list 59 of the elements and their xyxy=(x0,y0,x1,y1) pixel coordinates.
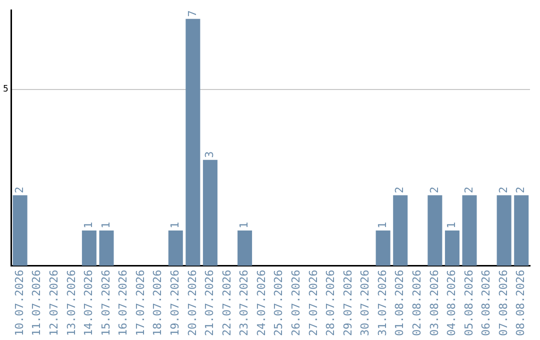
x-tick-label: 29.07.2026 xyxy=(341,270,354,336)
y-tick-label: 5 xyxy=(2,84,8,95)
x-tick-label: 13.07.2026 xyxy=(64,270,78,336)
bar xyxy=(99,230,114,266)
x-tick-label: 22.07.2026 xyxy=(220,270,234,336)
bar xyxy=(393,195,408,266)
x-tick-label: 10.07.2026 xyxy=(12,270,26,336)
data-label: 2 xyxy=(514,186,528,194)
x-tick-label: 21.07.2026 xyxy=(203,270,216,336)
bar xyxy=(444,230,460,266)
bar xyxy=(496,195,512,266)
data-label: 1 xyxy=(445,222,458,228)
x-tick-label: 02.08.2026 xyxy=(410,270,424,336)
data-label: 1 xyxy=(99,222,112,228)
bar xyxy=(462,195,477,266)
x-tick-label: 27.07.2026 xyxy=(306,270,320,336)
x-tick-label: 01.08.2026 xyxy=(393,270,406,336)
x-tick-label: 23.07.2026 xyxy=(238,270,251,336)
x-tick-label: 20.07.2026 xyxy=(186,270,199,336)
data-label: 2 xyxy=(462,186,476,194)
x-tick-label: 26.07.2026 xyxy=(290,270,302,336)
x-tick-label: 18.07.2026 xyxy=(151,270,164,336)
x-tick-label: 12.07.2026 xyxy=(47,270,60,336)
data-label: 1 xyxy=(168,222,182,228)
x-tick-label: 25.07.2026 xyxy=(272,270,286,336)
data-label: 2 xyxy=(12,186,26,194)
bar xyxy=(238,230,252,266)
bar xyxy=(82,230,96,266)
data-label: 1 xyxy=(376,222,389,228)
x-tick-label: 05.08.2026 xyxy=(462,270,476,336)
x-tick-label: 15.07.2026 xyxy=(99,270,112,336)
x-tick-label: 16.07.2026 xyxy=(116,270,130,336)
data-label: 2 xyxy=(428,186,441,194)
x-tick-label: 24.07.2026 xyxy=(254,270,268,336)
bar xyxy=(514,195,529,266)
x-tick-label: 08.08.2026 xyxy=(514,270,528,336)
data-label: 1 xyxy=(82,222,96,228)
x-tick-label: 30.07.2026 xyxy=(358,270,372,336)
x-tick-label: 31.07.2026 xyxy=(376,270,389,336)
x-tick-label: 28.07.2026 xyxy=(324,270,338,336)
x-tick-label: 07.08.2026 xyxy=(496,270,510,336)
x-tick-label: 19.07.2026 xyxy=(168,270,182,336)
bar xyxy=(202,160,218,266)
bar xyxy=(376,230,390,266)
bar xyxy=(168,230,183,266)
x-tick-label: 06.08.2026 xyxy=(480,270,493,336)
bar xyxy=(186,18,200,266)
x-tick-label: 03.08.2026 xyxy=(428,270,441,336)
bar xyxy=(12,195,28,266)
x-tick-label: 04.08.2026 xyxy=(445,270,458,336)
bar xyxy=(428,195,442,266)
data-label: 3 xyxy=(203,151,216,158)
x-tick-label: 11.07.2026 xyxy=(30,270,44,336)
x-tick-label: 17.07.2026 xyxy=(134,270,147,336)
x-tick-label: 14.07.2026 xyxy=(82,270,96,336)
data-label: 2 xyxy=(496,186,510,194)
data-label: 1 xyxy=(238,222,251,228)
data-label: 2 xyxy=(393,186,406,194)
data-label: 7 xyxy=(186,10,199,17)
